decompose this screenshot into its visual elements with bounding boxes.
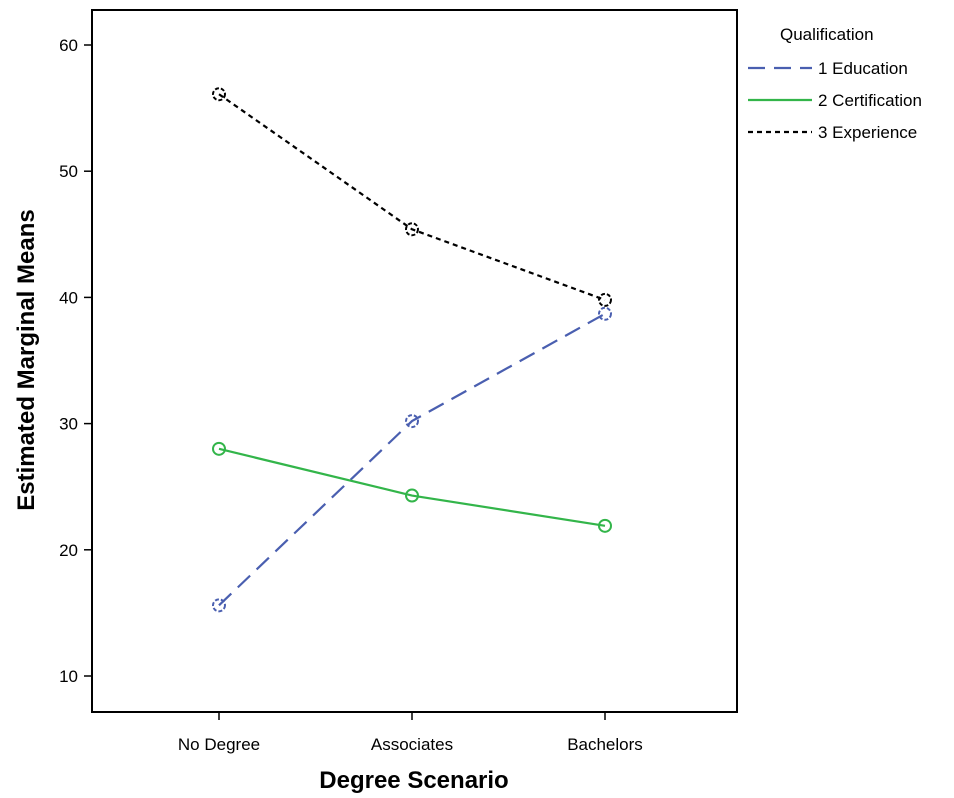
data-point xyxy=(212,441,226,456)
series-line xyxy=(218,312,606,607)
data-point xyxy=(212,598,226,613)
y-axis: 10 20 30 40 50 60 xyxy=(59,36,92,686)
x-axis-title: Degree Scenario xyxy=(319,767,508,794)
y-tick-label: 10 xyxy=(59,667,78,686)
data-point xyxy=(598,518,612,533)
legend-title: Qualification xyxy=(780,25,874,44)
x-tick-label: Associates xyxy=(371,735,453,754)
legend-label: 3 Experience xyxy=(818,123,917,142)
y-tick-label: 50 xyxy=(59,162,78,181)
plot-area xyxy=(91,9,738,713)
series-layer xyxy=(212,87,612,613)
series-line xyxy=(218,93,606,301)
y-axis-title: Estimated Marginal Means xyxy=(13,209,40,510)
x-tick-label: Bachelors xyxy=(567,735,643,754)
legend: Qualification 1 Education 2 Certification… xyxy=(748,25,922,142)
y-tick-label: 20 xyxy=(59,541,78,560)
series-3 xyxy=(212,87,612,307)
plot-frame xyxy=(91,9,738,713)
y-tick-label: 40 xyxy=(59,288,78,307)
series-2 xyxy=(212,441,612,533)
data-point xyxy=(212,87,226,102)
x-axis: No Degree Associates Bachelors xyxy=(178,712,643,754)
data-point xyxy=(405,222,419,237)
series-line xyxy=(218,447,606,527)
x-tick-label: No Degree xyxy=(178,735,260,754)
legend-label: 2 Certification xyxy=(818,91,922,110)
legend-label: 1 Education xyxy=(818,59,908,78)
data-point xyxy=(405,488,419,503)
y-tick-label: 30 xyxy=(59,415,78,434)
data-point xyxy=(598,306,612,321)
data-point xyxy=(405,414,419,429)
y-tick-label: 60 xyxy=(59,36,78,55)
series-1 xyxy=(212,306,612,613)
data-point xyxy=(598,292,612,307)
